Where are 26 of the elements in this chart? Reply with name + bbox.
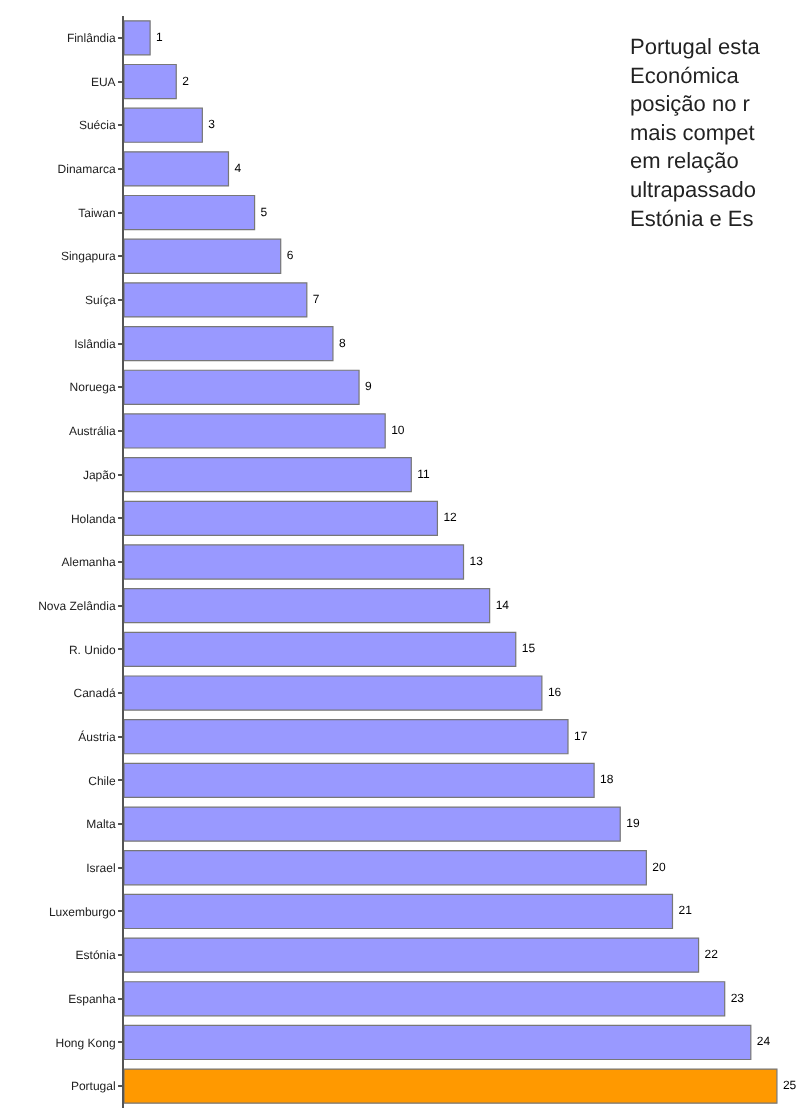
bar bbox=[124, 369, 360, 405]
bar bbox=[124, 63, 177, 100]
bar bbox=[124, 588, 491, 624]
bar bbox=[124, 1024, 752, 1061]
bar bbox=[124, 282, 308, 318]
bar bbox=[124, 500, 439, 536]
annotation: Portugal esta Económica posição no r mais compet em relação ultrapassado Estónia e Es bbox=[630, 36, 762, 232]
bar bbox=[124, 151, 230, 187]
bar bbox=[124, 194, 256, 231]
bar bbox=[124, 20, 151, 56]
bar bbox=[124, 675, 543, 711]
bar bbox=[124, 981, 726, 1017]
bar bbox=[124, 631, 517, 667]
bar bbox=[124, 1068, 778, 1104]
bar bbox=[124, 457, 412, 493]
bar bbox=[124, 107, 203, 143]
bar bbox=[124, 806, 621, 842]
bar bbox=[124, 238, 282, 274]
bar bbox=[124, 893, 674, 930]
bar bbox=[124, 544, 465, 580]
bar bbox=[124, 762, 595, 799]
bar bbox=[124, 325, 334, 362]
bar bbox=[124, 719, 569, 755]
bar bbox=[124, 413, 386, 449]
bar bbox=[124, 850, 647, 886]
bar bbox=[124, 937, 700, 973]
